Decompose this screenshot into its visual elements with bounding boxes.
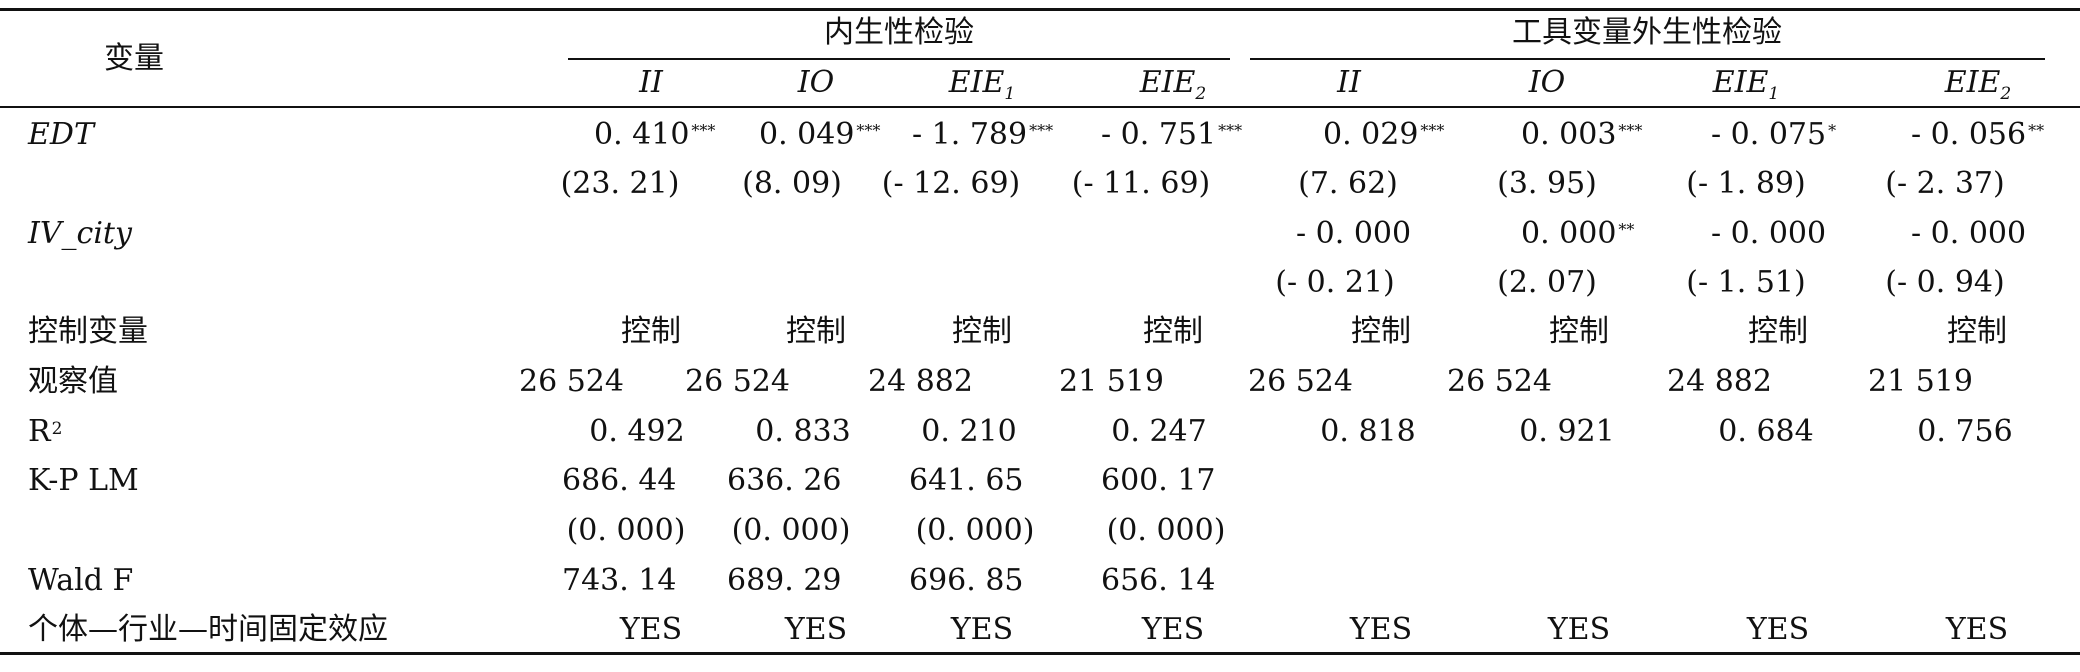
r2-value-8: 0. 756 [1917, 414, 2013, 449]
controls-value-6: 控制 [1549, 314, 1609, 349]
row-label-wald-f: Wald F [28, 563, 134, 598]
waldf-value-4: 656. 14 [1101, 563, 1216, 598]
waldf-value-2: 689. 29 [727, 563, 842, 598]
controls-value-3: 控制 [952, 314, 1012, 349]
col-header-6: IO [1528, 65, 1566, 100]
edt-tstat-3: (- 12. 69) [881, 166, 1021, 201]
edt-tstat-5: (7. 62) [1298, 166, 1398, 201]
row-label-kp-lm: K-P LM [28, 463, 139, 498]
r2-value-7: 0. 684 [1718, 414, 1814, 449]
kplm-pvalue-4: (0. 000) [1106, 513, 1226, 548]
row-label-controls: 控制变量 [28, 314, 148, 349]
header-group-endogeneity: 内生性检验 [824, 15, 974, 50]
obs-value-7: 24 882 [1667, 364, 1772, 399]
edt-tstat-2: (8. 09) [742, 166, 842, 201]
iv-city-coef-8: - 0. 000 [1911, 216, 2027, 251]
waldf-value-1: 743. 14 [562, 563, 677, 598]
obs-value-6: 26 524 [1447, 364, 1552, 399]
fe-value-5: YES [1349, 612, 1413, 647]
col-header-1: II [639, 65, 663, 100]
col-header-4: EIE2 [1139, 65, 1207, 105]
controls-value-4: 控制 [1143, 314, 1203, 349]
edt-coef-6: 0. 003 *** [1521, 117, 1643, 152]
fe-value-4: YES [1141, 612, 1205, 647]
kplm-pvalue-3: (0. 000) [915, 513, 1035, 548]
r2-value-5: 0. 818 [1320, 414, 1416, 449]
kplm-value-1: 686. 44 [562, 463, 677, 498]
header-variable: 变量 [104, 41, 164, 76]
row-label-fixed-effects: 个体—行业—时间固定效应 [28, 612, 388, 647]
obs-value-1: 26 524 [519, 364, 624, 399]
edt-tstat-1: (23. 21) [560, 166, 680, 201]
kplm-value-4: 600. 17 [1101, 463, 1216, 498]
controls-value-5: 控制 [1351, 314, 1411, 349]
iv-city-tstat-5: (- 0. 21) [1275, 265, 1395, 300]
waldf-value-3: 696. 85 [909, 563, 1024, 598]
r2-value-3: 0. 210 [921, 414, 1017, 449]
fe-value-2: YES [784, 612, 848, 647]
r2-value-6: 0. 921 [1519, 414, 1615, 449]
col-header-2: IO [797, 65, 835, 100]
col-header-8: EIE2 [1944, 65, 2012, 105]
header-group-iv-exogeneity: 工具变量外生性检验 [1512, 15, 1782, 50]
group1-underline [568, 58, 1230, 60]
r2-value-4: 0. 247 [1111, 414, 1207, 449]
edt-tstat-7: (- 1. 89) [1686, 166, 1806, 201]
row-label-observations: 观察值 [28, 364, 118, 399]
top-rule [0, 8, 2080, 11]
edt-tstat-8: (- 2. 37) [1885, 166, 2005, 201]
bottom-rule [0, 652, 2080, 655]
iv-city-coef-7: - 0. 000 [1711, 216, 1827, 251]
edt-coef-7: - 0. 075 * [1711, 117, 1837, 152]
iv-city-tstat-6: (2. 07) [1497, 265, 1597, 300]
edt-coef-5: 0. 029 *** [1323, 117, 1445, 152]
col-header-3: EIE1 [948, 65, 1016, 105]
group2-underline [1250, 58, 2045, 60]
row-label-edt: EDT [28, 117, 94, 152]
header-rule [0, 106, 2080, 108]
edt-tstat-6: (3. 95) [1497, 166, 1597, 201]
kplm-value-2: 636. 26 [727, 463, 842, 498]
kplm-pvalue-1: (0. 000) [566, 513, 686, 548]
controls-value-1: 控制 [621, 314, 681, 349]
obs-value-4: 21 519 [1059, 364, 1164, 399]
row-label-r-squared: R2 [28, 414, 63, 449]
iv-city-coef-5: - 0. 000 [1296, 216, 1412, 251]
col-header-7: EIE1 [1712, 65, 1780, 105]
edt-coef-2: 0. 049 *** [759, 117, 881, 152]
fe-value-8: YES [1945, 612, 2009, 647]
col-header-5: II [1337, 65, 1361, 100]
fe-value-1: YES [619, 612, 683, 647]
fe-value-7: YES [1746, 612, 1810, 647]
controls-value-7: 控制 [1748, 314, 1808, 349]
obs-value-5: 26 524 [1248, 364, 1353, 399]
controls-value-8: 控制 [1947, 314, 2007, 349]
edt-coef-3: - 1. 789 *** [912, 117, 1054, 152]
kplm-pvalue-2: (0. 000) [731, 513, 851, 548]
r2-value-1: 0. 492 [589, 414, 685, 449]
edt-coef-8: - 0. 056 ** [1911, 117, 2045, 152]
fe-value-6: YES [1547, 612, 1611, 647]
controls-value-2: 控制 [786, 314, 846, 349]
iv-city-tstat-7: (- 1. 51) [1686, 265, 1806, 300]
edt-coef-4: - 0. 751 *** [1101, 117, 1243, 152]
row-label-iv-city: IV_city [28, 216, 132, 251]
edt-coef-1: 0. 410 *** [594, 117, 716, 152]
iv-city-coef-6: 0. 000 ** [1521, 216, 1635, 251]
edt-tstat-4: (- 11. 69) [1071, 166, 1211, 201]
obs-value-2: 26 524 [685, 364, 790, 399]
obs-value-3: 24 882 [868, 364, 973, 399]
fe-value-3: YES [950, 612, 1014, 647]
kplm-value-3: 641. 65 [909, 463, 1024, 498]
r2-value-2: 0. 833 [755, 414, 851, 449]
iv-city-tstat-8: (- 0. 94) [1885, 265, 2005, 300]
obs-value-8: 21 519 [1868, 364, 1973, 399]
